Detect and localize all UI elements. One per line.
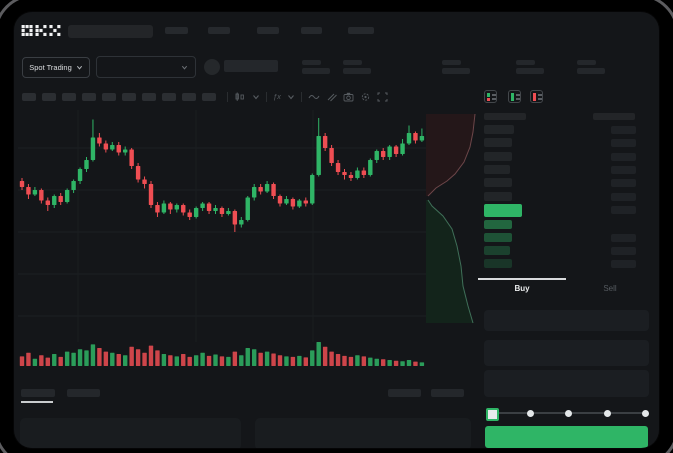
- book-asks-icon[interactable]: [530, 90, 543, 103]
- pair-dropdown[interactable]: [96, 56, 196, 78]
- buy-submit-button[interactable]: [485, 426, 648, 448]
- interval-button-placeholder[interactable]: [42, 93, 56, 101]
- interval-button-placeholder[interactable]: [182, 93, 196, 101]
- slider-stop[interactable]: [564, 409, 572, 417]
- interval-button-placeholder[interactable]: [22, 93, 36, 101]
- divider: [227, 92, 228, 102]
- active-tab-indicator: [478, 278, 566, 280]
- ask-price-placeholder[interactable]: [484, 165, 510, 174]
- ask-amount-placeholder: [611, 192, 636, 201]
- book-split-icon[interactable]: [484, 90, 497, 103]
- depth-chart: [426, 113, 476, 324]
- stat-label-placeholder: [577, 60, 596, 65]
- nav-item-placeholder[interactable]: [165, 27, 188, 34]
- orderbook-header-price: [484, 113, 526, 120]
- ask-price-placeholder[interactable]: [484, 152, 512, 161]
- stat-label-placeholder: [302, 60, 321, 65]
- market-type-dropdown[interactable]: Spot Trading: [22, 57, 90, 78]
- interval-button-placeholder[interactable]: [82, 93, 96, 101]
- amount-input[interactable]: [484, 340, 649, 366]
- bottom-action-placeholder[interactable]: [431, 389, 464, 397]
- history-table-panel: [255, 418, 471, 448]
- bid-price-placeholder[interactable]: [484, 259, 512, 268]
- interval-button-placeholder[interactable]: [202, 93, 216, 101]
- pair-name-placeholder: [224, 60, 278, 72]
- nav-item-placeholder[interactable]: [208, 27, 230, 34]
- mid-amount-placeholder: [611, 206, 636, 214]
- search-input[interactable]: [68, 25, 153, 38]
- last-price-highlight[interactable]: [484, 204, 522, 217]
- bid-price-placeholder[interactable]: [484, 233, 512, 242]
- interval-button-placeholder[interactable]: [122, 93, 136, 101]
- settings-gear-icon[interactable]: [360, 92, 371, 102]
- okx-logo[interactable]: [21, 25, 61, 36]
- candlestick-chart[interactable]: [18, 110, 426, 368]
- stat-value-placeholder: [343, 68, 371, 74]
- interval-button-placeholder[interactable]: [162, 93, 176, 101]
- ask-amount-placeholder: [611, 125, 636, 134]
- slider-stop[interactable]: [526, 409, 534, 417]
- bid-amount-placeholder: [611, 246, 636, 255]
- interval-button-placeholder[interactable]: [142, 93, 156, 101]
- book-bids-icon[interactable]: [508, 90, 521, 103]
- ask-price-placeholder[interactable]: [484, 125, 514, 134]
- slider-handle[interactable]: [486, 408, 499, 421]
- stat-value-placeholder: [302, 68, 330, 74]
- wave-icon[interactable]: [308, 92, 320, 102]
- stat-label-placeholder: [516, 60, 535, 65]
- tab-buy[interactable]: Buy: [514, 284, 530, 293]
- ask-price-placeholder[interactable]: [484, 138, 512, 147]
- market-type-label: Spot Trading: [29, 63, 72, 72]
- slider-stop[interactable]: [641, 409, 649, 417]
- chevron-down-icon[interactable]: [287, 93, 295, 101]
- stat-value-placeholder: [577, 68, 605, 74]
- app-window: Spot Trading ƒx: [14, 12, 659, 448]
- coin-logo-placeholder: [204, 59, 220, 75]
- stat-label-placeholder: [442, 60, 461, 65]
- compare-icon[interactable]: [326, 92, 337, 102]
- orders-table-panel: [20, 418, 241, 448]
- nav-item-placeholder[interactable]: [257, 27, 279, 34]
- bid-price-placeholder[interactable]: [484, 246, 510, 255]
- ask-amount-placeholder: [611, 138, 636, 147]
- chart-toolbar: ƒx: [227, 91, 388, 103]
- fullscreen-icon[interactable]: [377, 92, 388, 102]
- ask-price-placeholder[interactable]: [484, 178, 512, 187]
- ask-amount-placeholder: [611, 178, 636, 187]
- bottom-tab-history[interactable]: [67, 389, 100, 397]
- interval-button-placeholder[interactable]: [102, 93, 116, 101]
- bid-amount-placeholder: [611, 259, 636, 268]
- interval-button-placeholder[interactable]: [62, 93, 76, 101]
- stat-value-placeholder: [516, 68, 544, 74]
- chevron-down-icon[interactable]: [252, 93, 260, 101]
- ask-amount-placeholder: [611, 152, 636, 161]
- total-input[interactable]: [484, 370, 649, 397]
- nav-item-placeholder[interactable]: [348, 27, 374, 34]
- divider: [266, 92, 267, 102]
- chevron-down-icon: [181, 65, 188, 70]
- tab-sell[interactable]: Sell: [603, 284, 617, 293]
- stat-value-placeholder: [442, 68, 470, 74]
- divider: [300, 92, 302, 102]
- chevron-down-icon: [76, 65, 82, 70]
- slider-stop[interactable]: [603, 409, 611, 417]
- orderbook-header-amount: [593, 113, 635, 120]
- ask-amount-placeholder: [611, 165, 636, 174]
- bid-amount-placeholder: [611, 233, 636, 242]
- bottom-active-tab-underline: [21, 401, 53, 403]
- bid-price-placeholder[interactable]: [484, 220, 512, 229]
- price-input[interactable]: [484, 310, 649, 331]
- bottom-tab-orders[interactable]: [21, 389, 55, 397]
- stat-label-placeholder: [343, 60, 362, 65]
- ask-price-placeholder[interactable]: [484, 192, 512, 201]
- camera-icon[interactable]: [343, 92, 354, 102]
- candles-icon[interactable]: [234, 92, 246, 102]
- bottom-action-placeholder[interactable]: [388, 389, 421, 397]
- nav-item-placeholder[interactable]: [301, 27, 322, 34]
- fx-indicator-icon[interactable]: ƒx: [273, 92, 281, 102]
